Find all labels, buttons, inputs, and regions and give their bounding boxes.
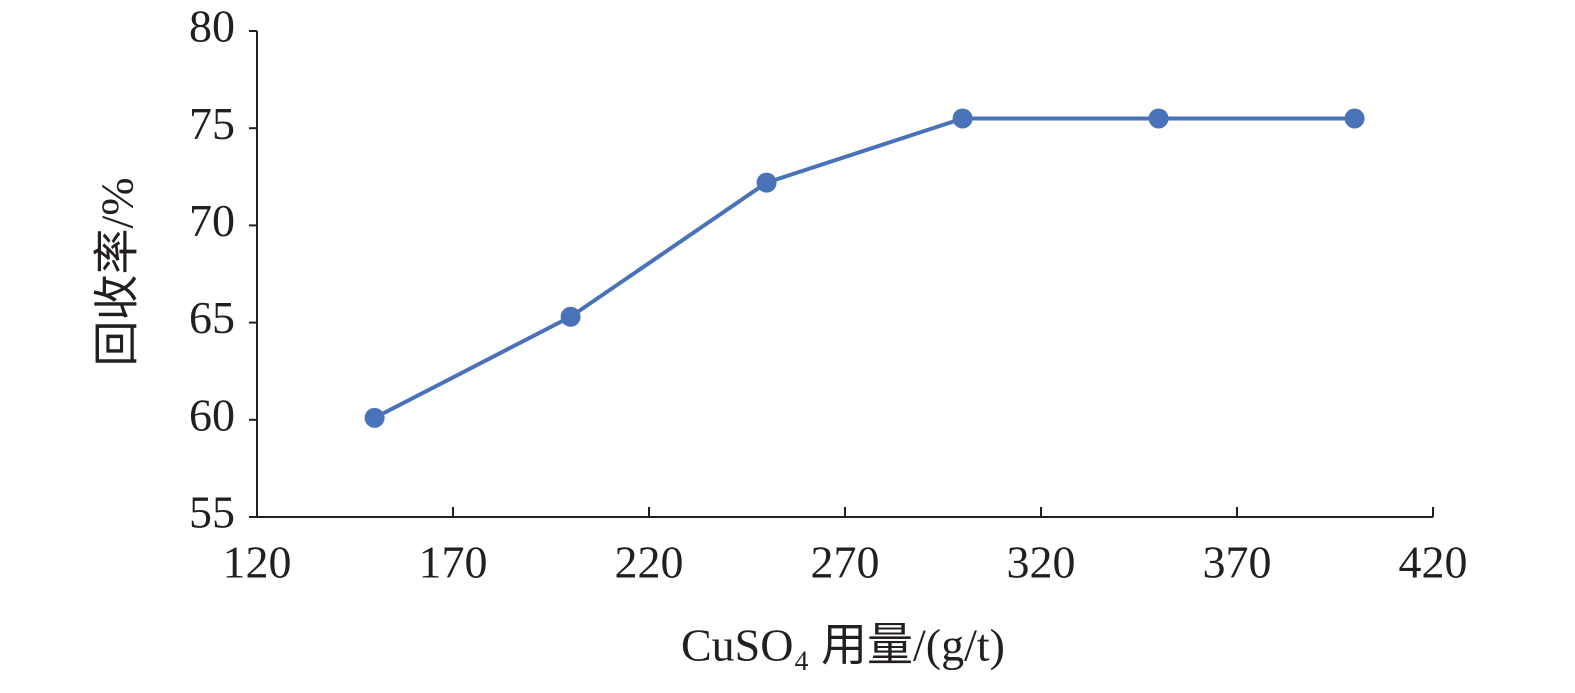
y-tick-label: 75 — [189, 98, 235, 149]
point — [952, 108, 973, 129]
x-axis-label: CuSO₄ 用量/(g/t) — [681, 620, 1005, 671]
point — [1344, 108, 1365, 129]
line — [373, 116, 1355, 420]
point — [1148, 108, 1169, 129]
x-tick-label: 320 — [1007, 537, 1076, 588]
y-tick-label: 65 — [189, 292, 235, 343]
x-tick-label: 220 — [615, 537, 684, 588]
x-tick-label: 120 — [223, 537, 292, 588]
y-tick-label: 55 — [189, 487, 235, 538]
y-tick-label: 70 — [189, 195, 235, 246]
y-tick-label: 80 — [189, 1, 235, 52]
point — [756, 172, 777, 193]
x-tick-label: 370 — [1203, 537, 1272, 588]
x-tick-label: 170 — [419, 537, 488, 588]
y-axis-label: 回收率/% — [92, 177, 143, 366]
x-tick-label: 420 — [1399, 537, 1468, 588]
y-tick-label: 60 — [189, 389, 235, 440]
point — [560, 306, 581, 327]
x-tick-label: 270 — [811, 537, 880, 588]
point — [364, 407, 385, 428]
